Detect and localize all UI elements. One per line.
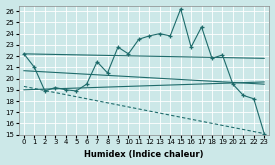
X-axis label: Humidex (Indice chaleur): Humidex (Indice chaleur) xyxy=(84,150,204,159)
